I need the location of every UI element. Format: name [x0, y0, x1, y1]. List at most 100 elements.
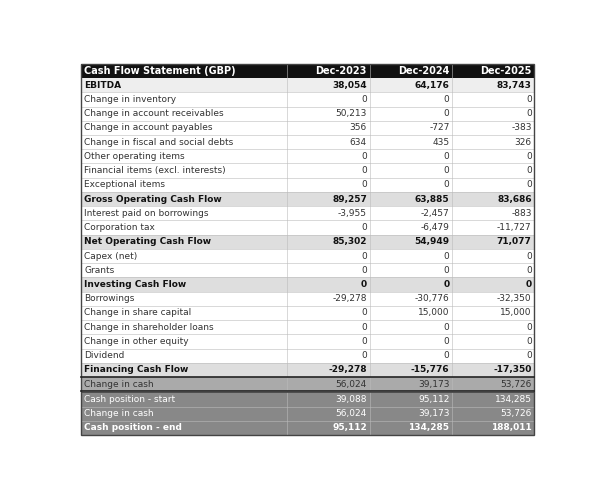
Text: -32,350: -32,350 — [497, 294, 532, 303]
Text: 0: 0 — [443, 280, 449, 289]
Text: 71,077: 71,077 — [497, 237, 532, 247]
Text: Change in cash: Change in cash — [84, 409, 154, 418]
Bar — [80, 249, 535, 263]
Text: Change in account receivables: Change in account receivables — [84, 109, 224, 118]
Text: 0: 0 — [444, 251, 449, 260]
Text: Gross Operating Cash Flow: Gross Operating Cash Flow — [84, 195, 222, 204]
Text: 53,726: 53,726 — [500, 409, 532, 418]
Text: Grants: Grants — [84, 266, 115, 275]
Text: Change in fiscal and social debts: Change in fiscal and social debts — [84, 138, 233, 147]
Text: Change in account payables: Change in account payables — [84, 124, 213, 132]
Text: 188,011: 188,011 — [491, 423, 532, 432]
Bar — [80, 135, 535, 149]
Text: -3,955: -3,955 — [338, 209, 367, 218]
Text: Corporation tax: Corporation tax — [84, 223, 155, 232]
Text: Change in shareholder loans: Change in shareholder loans — [84, 323, 214, 331]
Bar — [80, 334, 535, 349]
Text: 0: 0 — [444, 166, 449, 175]
Bar — [80, 78, 535, 92]
Bar — [80, 121, 535, 135]
Text: 38,054: 38,054 — [332, 81, 367, 90]
Text: 53,726: 53,726 — [500, 380, 532, 389]
Text: 0: 0 — [361, 251, 367, 260]
Text: 85,302: 85,302 — [332, 237, 367, 247]
Bar — [80, 407, 535, 421]
Text: 0: 0 — [526, 280, 532, 289]
Text: 0: 0 — [444, 351, 449, 360]
Bar — [80, 164, 535, 178]
Text: 0: 0 — [444, 109, 449, 118]
Text: 0: 0 — [444, 95, 449, 104]
Text: 0: 0 — [361, 223, 367, 232]
Text: 0: 0 — [526, 266, 532, 275]
Text: 435: 435 — [433, 138, 449, 147]
Text: EBITDA: EBITDA — [84, 81, 121, 90]
Text: 0: 0 — [526, 251, 532, 260]
Text: Cash position - start: Cash position - start — [84, 395, 175, 404]
Text: Borrowings: Borrowings — [84, 294, 134, 303]
Text: Change in inventory: Change in inventory — [84, 95, 176, 104]
Text: -6,479: -6,479 — [421, 223, 449, 232]
Text: 134,285: 134,285 — [494, 395, 532, 404]
Bar — [80, 206, 535, 220]
Text: 15,000: 15,000 — [418, 308, 449, 318]
Text: -15,776: -15,776 — [411, 366, 449, 374]
Bar — [80, 349, 535, 363]
Text: Cash Flow Statement (GBP): Cash Flow Statement (GBP) — [84, 66, 235, 76]
Text: 50,213: 50,213 — [335, 109, 367, 118]
Text: 0: 0 — [526, 351, 532, 360]
Text: -29,278: -29,278 — [328, 366, 367, 374]
Text: 39,088: 39,088 — [335, 395, 367, 404]
Text: 326: 326 — [515, 138, 532, 147]
Text: Investing Cash Flow: Investing Cash Flow — [84, 280, 187, 289]
Text: Financing Cash Flow: Financing Cash Flow — [84, 366, 188, 374]
Text: Dividend: Dividend — [84, 351, 125, 360]
Text: 95,112: 95,112 — [332, 423, 367, 432]
Text: 64,176: 64,176 — [415, 81, 449, 90]
Text: -30,776: -30,776 — [415, 294, 449, 303]
Bar — [80, 149, 535, 164]
Text: Change in share capital: Change in share capital — [84, 308, 191, 318]
Bar — [80, 192, 535, 206]
Text: -727: -727 — [429, 124, 449, 132]
Text: Exceptional items: Exceptional items — [84, 180, 166, 189]
Text: 56,024: 56,024 — [335, 409, 367, 418]
Text: 0: 0 — [444, 266, 449, 275]
Text: 95,112: 95,112 — [418, 395, 449, 404]
Text: Change in other equity: Change in other equity — [84, 337, 189, 346]
Bar — [80, 178, 535, 192]
Text: 0: 0 — [361, 266, 367, 275]
Bar — [80, 278, 535, 291]
Text: 0: 0 — [361, 166, 367, 175]
Text: 0: 0 — [526, 180, 532, 189]
Bar — [80, 377, 535, 391]
Bar — [80, 235, 535, 249]
Text: 39,173: 39,173 — [418, 380, 449, 389]
Text: -2,457: -2,457 — [421, 209, 449, 218]
Text: Net Operating Cash Flow: Net Operating Cash Flow — [84, 237, 211, 247]
Bar — [80, 220, 535, 235]
Text: 356: 356 — [350, 124, 367, 132]
Bar — [80, 363, 535, 377]
Text: 0: 0 — [361, 152, 367, 161]
Text: 0: 0 — [526, 152, 532, 161]
Text: 134,285: 134,285 — [409, 423, 449, 432]
Text: -11,727: -11,727 — [497, 223, 532, 232]
Text: 89,257: 89,257 — [332, 195, 367, 204]
Bar — [80, 306, 535, 320]
Text: 634: 634 — [350, 138, 367, 147]
Bar — [80, 421, 535, 435]
Text: Dec-2024: Dec-2024 — [398, 66, 449, 76]
Text: Capex (net): Capex (net) — [84, 251, 137, 260]
Text: Cash position - end: Cash position - end — [84, 423, 182, 432]
Text: Interest paid on borrowings: Interest paid on borrowings — [84, 209, 209, 218]
Text: 0: 0 — [444, 152, 449, 161]
Bar — [80, 320, 535, 334]
Bar — [80, 291, 535, 306]
Text: 15,000: 15,000 — [500, 308, 532, 318]
Bar — [80, 263, 535, 278]
Text: 0: 0 — [361, 180, 367, 189]
Bar — [80, 92, 535, 107]
Text: -883: -883 — [511, 209, 532, 218]
Text: Other operating items: Other operating items — [84, 152, 185, 161]
